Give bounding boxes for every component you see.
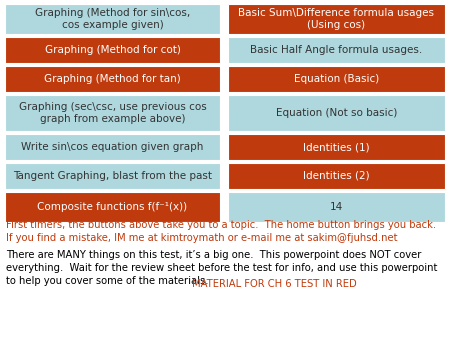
Bar (228, 37, 445, 63)
Text: Tangent Graphing, blast from the past: Tangent Graphing, blast from the past (13, 171, 212, 181)
Text: Graphing (Method for cot): Graphing (Method for cot) (45, 45, 180, 55)
Text: 14: 14 (330, 202, 343, 212)
Bar (5, 37, 220, 63)
Bar (5, 192, 220, 222)
Text: Graphing (sec\csc, use previous cos
graph from example above): Graphing (sec\csc, use previous cos grap… (18, 102, 207, 124)
Text: Graphing (Method for sin\cos,
cos example given): Graphing (Method for sin\cos, cos exampl… (35, 8, 190, 30)
Bar (228, 134, 445, 160)
Text: Equation (Basic): Equation (Basic) (294, 74, 379, 84)
Bar (5, 4, 220, 34)
Text: There are MANY things on this test, it’s a big one.  This powerpoint does NOT co: There are MANY things on this test, it’s… (6, 250, 437, 286)
Bar (228, 4, 445, 34)
Bar (228, 66, 445, 92)
Bar (5, 95, 220, 131)
Text: Identities (1): Identities (1) (303, 142, 370, 152)
Bar (5, 66, 220, 92)
Text: MATERIAL FOR CH 6 TEST IN RED: MATERIAL FOR CH 6 TEST IN RED (192, 279, 357, 289)
Text: Graphing (Method for tan): Graphing (Method for tan) (44, 74, 181, 84)
Bar (228, 95, 445, 131)
Text: Composite functions f(f⁻¹(x)): Composite functions f(f⁻¹(x)) (37, 202, 188, 212)
Text: First timers, the buttons above take you to a topic.  The home button brings you: First timers, the buttons above take you… (6, 220, 436, 243)
Text: Identities (2): Identities (2) (303, 171, 370, 181)
Bar (5, 163, 220, 189)
Bar (5, 134, 220, 160)
Text: Equation (Not so basic): Equation (Not so basic) (276, 108, 397, 118)
Text: Write sin\cos equation given graph: Write sin\cos equation given graph (21, 142, 204, 152)
Bar (228, 192, 445, 222)
Text: Basic Sum\Difference formula usages
(Using cos): Basic Sum\Difference formula usages (Usi… (238, 8, 435, 30)
Bar (228, 163, 445, 189)
Text: Basic Half Angle formula usages.: Basic Half Angle formula usages. (250, 45, 423, 55)
